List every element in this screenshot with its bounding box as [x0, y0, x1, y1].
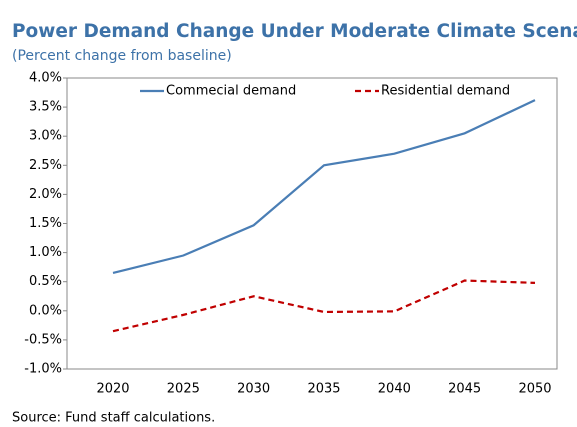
- x-tick-label: 2030: [237, 382, 270, 397]
- chart-title: Power Demand Change Under Moderate Clima…: [12, 21, 577, 42]
- y-tick-label: 4.0%: [29, 71, 62, 86]
- y-tick-label: 3.0%: [29, 129, 62, 144]
- series-line: [112, 99, 536, 275]
- y-tick-label: 2.0%: [29, 187, 62, 202]
- x-tick-label: 2020: [96, 382, 129, 397]
- y-tick-label: 1.0%: [29, 245, 62, 260]
- plot-frame: [66, 77, 558, 370]
- series-line: [112, 279, 536, 333]
- legend-label: Residential demand: [381, 84, 510, 99]
- x-tick-label: 2050: [518, 382, 551, 397]
- y-tick-label: 3.5%: [29, 100, 62, 115]
- y-tick-label: 0.0%: [29, 303, 62, 318]
- x-tick-label: 2040: [378, 382, 411, 397]
- legend-label: Commecial demand: [166, 84, 296, 99]
- y-tick-label: -0.5%: [24, 332, 62, 347]
- x-tick-label: 2035: [307, 382, 340, 397]
- chart-subtitle: (Percent change from baseline): [12, 48, 232, 64]
- x-tick-label: 2045: [448, 382, 481, 397]
- y-tick-label: 2.5%: [29, 158, 62, 173]
- y-tick-label: 1.5%: [29, 216, 62, 231]
- x-tick-label: 2025: [167, 382, 200, 397]
- y-tick-label: 0.5%: [29, 274, 62, 289]
- source-note: Source: Fund staff calculations.: [12, 411, 215, 426]
- y-tick-label: -1.0%: [24, 362, 62, 377]
